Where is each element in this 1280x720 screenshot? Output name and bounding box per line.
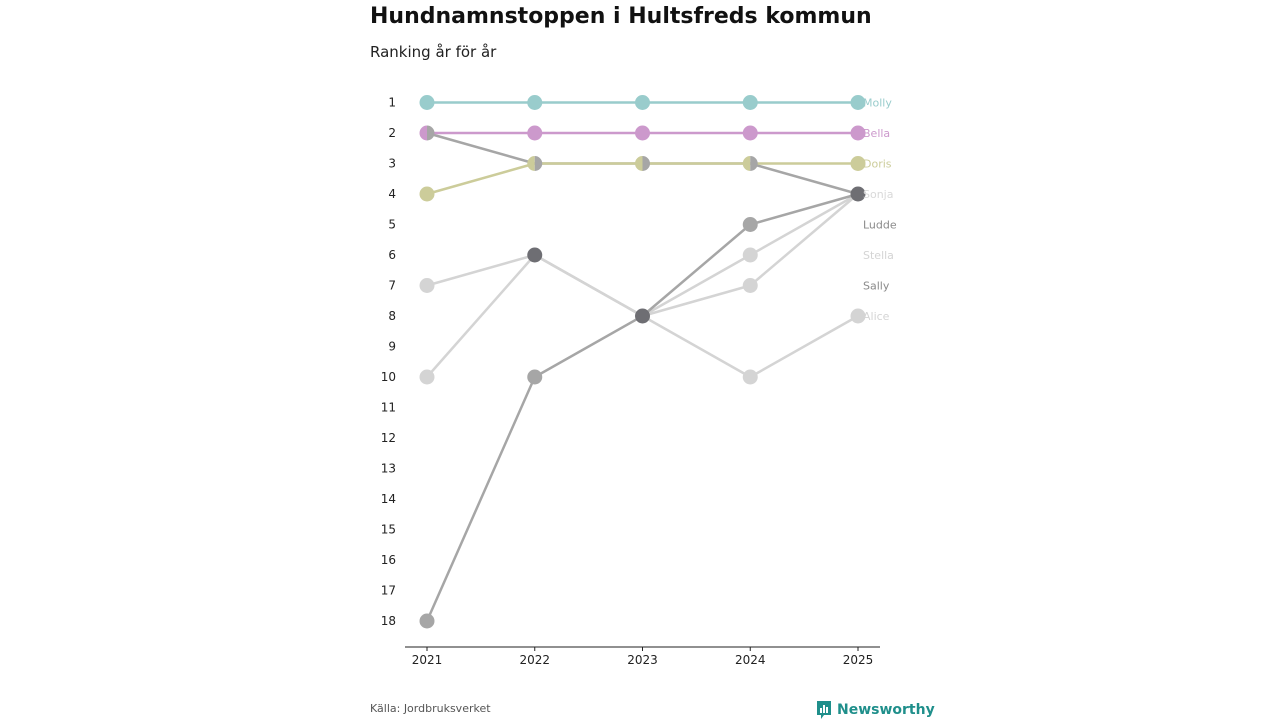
y-tick-label: 9 <box>388 340 396 354</box>
y-tick-label: 18 <box>381 614 396 628</box>
data-point-doris <box>850 156 866 171</box>
series-line-stella <box>426 192 859 378</box>
data-point-sonja <box>750 156 758 171</box>
series-line-sally <box>534 193 859 318</box>
y-tick-label: 12 <box>381 431 396 445</box>
data-point-alice <box>850 308 866 324</box>
data-point-ludde <box>419 613 435 629</box>
x-tick-label: 2023 <box>627 653 658 667</box>
data-point-sonja <box>427 125 435 141</box>
y-tick-label: 6 <box>388 248 396 262</box>
x-tick-label: 2025 <box>843 653 874 667</box>
y-tick-label: 13 <box>381 462 396 476</box>
data-point-molly <box>419 95 435 110</box>
data-point-molly <box>527 95 543 110</box>
data-point-molly <box>850 95 866 110</box>
end-labels: Molly Bella Doris Sonja Ludde Stella Sally Alic… <box>863 97 897 324</box>
data-point-bella <box>527 125 543 141</box>
y-tick-label: 17 <box>381 584 396 598</box>
y-tick-label: 3 <box>388 157 396 171</box>
data-point-alice <box>742 369 758 385</box>
y-tick-label: 1 <box>388 96 396 110</box>
data-point-doris <box>419 186 435 202</box>
data-point-sonja <box>534 156 543 171</box>
end-label-doris: Doris <box>863 158 892 171</box>
end-label-ludde: Ludde <box>863 219 897 232</box>
data-point-bella <box>419 125 427 141</box>
y-tick-label: 10 <box>381 370 396 384</box>
chart-subtitle: Ranking år för år <box>370 43 497 61</box>
data-point-shared <box>527 247 543 263</box>
series-line-ludde <box>425 192 859 622</box>
data-point-ludde <box>527 369 543 385</box>
end-label-bella: Bella <box>863 127 890 140</box>
y-tick-label: 4 <box>388 187 396 201</box>
y-tick-label: 5 <box>388 218 396 232</box>
data-point-stella <box>742 247 758 263</box>
data-point-doris <box>635 156 643 171</box>
brand-name: Newsworthy <box>837 702 935 718</box>
series-points <box>419 95 866 629</box>
data-point-doris <box>527 156 535 171</box>
data-point-shared <box>635 308 650 324</box>
x-tick-label: 2021 <box>412 653 443 667</box>
source-note: Källa: Jordbruksverket <box>370 702 491 715</box>
y-tick-label: 2 <box>388 126 396 140</box>
y-tick-label: 7 <box>388 279 396 293</box>
data-point-sonja <box>642 156 651 171</box>
end-label-stella: Stella <box>863 249 894 262</box>
x-tick-label: 2022 <box>519 653 550 667</box>
x-axis: 2021 2022 2023 2024 2025 <box>405 646 880 667</box>
series-lines <box>425 101 859 622</box>
newsworthy-logo-icon <box>817 701 831 719</box>
y-tick-label: 8 <box>388 309 396 323</box>
data-point-ludde <box>742 217 758 232</box>
data-point-doris <box>742 156 751 171</box>
data-point-alice <box>419 278 435 293</box>
chart-title: Hundnamnstoppen i Hultsfreds kommun <box>370 4 872 29</box>
data-point-molly <box>635 95 650 110</box>
y-tick-label: 14 <box>381 492 396 506</box>
y-tick-label: 15 <box>381 523 396 537</box>
end-label-sonja: Sonja <box>863 188 893 201</box>
data-point-stella <box>419 369 435 385</box>
end-label-alice: Alice <box>863 310 890 323</box>
end-label-molly: Molly <box>863 97 892 110</box>
brand-logo[interactable]: Newsworthy <box>816 700 935 720</box>
data-point-bella <box>635 125 650 141</box>
data-point-bella <box>850 125 866 141</box>
x-tick-label: 2024 <box>735 653 766 667</box>
data-point-sally <box>742 278 758 293</box>
y-tick-label: 16 <box>381 553 396 567</box>
y-tick-label: 11 <box>381 401 396 415</box>
end-label-sally: Sally <box>863 280 890 293</box>
data-point-shared <box>850 186 866 202</box>
data-point-molly <box>742 95 758 110</box>
data-point-bella <box>742 125 758 141</box>
